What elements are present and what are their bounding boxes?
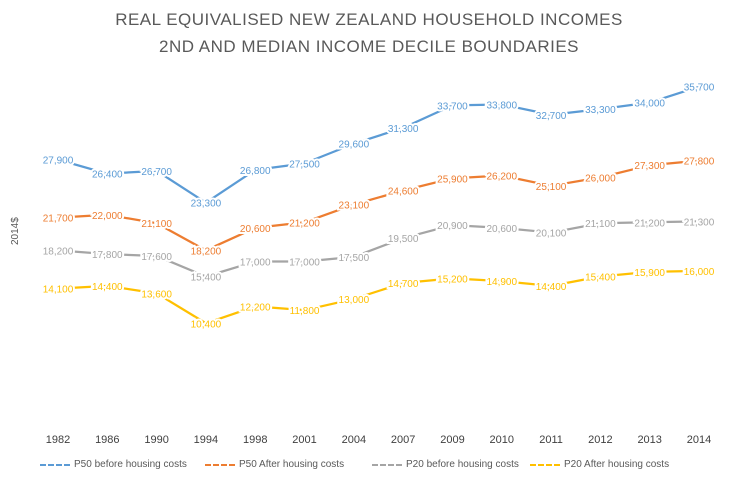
x-tick-label: 1990 xyxy=(144,434,168,446)
data-label: 17,600 xyxy=(141,252,172,263)
x-tick-label: 2013 xyxy=(637,434,661,446)
x-tick-label: 2011 xyxy=(539,434,563,446)
data-label: 18,200 xyxy=(43,246,74,257)
data-label: 21,300 xyxy=(684,217,715,228)
data-label: 23,300 xyxy=(191,199,222,210)
data-label: 17,800 xyxy=(92,250,123,261)
legend-item: P50 before housing costs xyxy=(40,459,187,470)
data-label: 10,400 xyxy=(191,319,222,330)
data-label: 21,700 xyxy=(43,214,74,225)
data-label: 15,400 xyxy=(585,273,616,284)
data-label: 12,200 xyxy=(240,302,271,313)
legend-swatch xyxy=(40,464,70,466)
data-label: 14,100 xyxy=(43,285,74,296)
legend-label: P50 After housing costs xyxy=(239,459,344,470)
data-label: 19,500 xyxy=(388,234,419,245)
data-label: 27,800 xyxy=(684,157,715,168)
legend-item: P50 After housing costs xyxy=(205,459,344,470)
data-label: 25,900 xyxy=(437,174,468,185)
x-tick-label: 2007 xyxy=(391,434,415,446)
data-label: 14,400 xyxy=(92,282,123,293)
x-tick-label: 2009 xyxy=(440,434,464,446)
data-label: 15,400 xyxy=(191,273,222,284)
data-label: 26,800 xyxy=(240,166,271,177)
x-tick-label: 2004 xyxy=(342,434,366,446)
data-label: 15,200 xyxy=(437,274,468,285)
data-label: 21,200 xyxy=(634,218,665,229)
data-label: 17,000 xyxy=(240,258,271,269)
legend-label: P20 After housing costs xyxy=(564,459,669,470)
data-label: 21,200 xyxy=(289,218,320,229)
data-label: 26,200 xyxy=(486,172,517,183)
data-label: 26,400 xyxy=(92,170,123,181)
data-label: 11,800 xyxy=(290,306,320,317)
data-label: 24,600 xyxy=(388,186,419,197)
data-label: 21,100 xyxy=(141,219,172,230)
data-label: 17,000 xyxy=(289,258,320,269)
data-label: 31,300 xyxy=(388,124,419,135)
data-label: 25,100 xyxy=(536,182,567,193)
data-label: 27,300 xyxy=(634,161,665,172)
x-tick-label: 1986 xyxy=(95,434,119,446)
legend-label: P50 before housing costs xyxy=(74,459,187,470)
data-label: 14,700 xyxy=(388,279,419,290)
data-label: 13,000 xyxy=(339,295,370,306)
data-label: 20,600 xyxy=(486,224,517,235)
x-tick-label: 1998 xyxy=(243,434,267,446)
x-tick-label: 2010 xyxy=(490,434,514,446)
data-label: 17,500 xyxy=(339,253,370,264)
x-tick-label: 2001 xyxy=(292,434,316,446)
data-label: 14,900 xyxy=(486,277,517,288)
data-label: 26,700 xyxy=(141,167,172,178)
data-label: 34,000 xyxy=(634,99,665,110)
x-tick-label: 1982 xyxy=(46,434,70,446)
data-label: 32,700 xyxy=(536,111,567,122)
data-label: 20,600 xyxy=(240,224,271,235)
data-label: 23,100 xyxy=(339,201,370,212)
data-label: 14,400 xyxy=(536,282,567,293)
data-label: 16,000 xyxy=(684,267,715,278)
data-label: 35,700 xyxy=(684,83,715,94)
legend-item: P20 After housing costs xyxy=(530,459,669,470)
data-label: 22,000 xyxy=(92,211,123,222)
data-label: 33,700 xyxy=(437,101,468,112)
data-label: 21,100 xyxy=(585,219,616,230)
series-line-1 xyxy=(58,87,699,203)
x-tick-label: 1994 xyxy=(194,434,218,446)
x-tick-label: 2012 xyxy=(588,434,612,446)
data-label: 20,900 xyxy=(437,221,468,232)
legend: P50 before housing costs P50 After housin… xyxy=(0,459,738,475)
legend-swatch xyxy=(530,464,560,466)
data-label: 27,500 xyxy=(289,159,320,170)
data-label: 13,600 xyxy=(141,289,172,300)
data-label: 33,300 xyxy=(585,105,616,116)
data-label: 18,200 xyxy=(191,246,222,257)
legend-item: P20 before housing costs xyxy=(372,459,519,470)
legend-label: P20 before housing costs xyxy=(406,459,519,470)
chart-area: REAL EQUIVALISED NEW ZEALAND HOUSEHOLD I… xyxy=(0,0,738,487)
data-label: 15,900 xyxy=(634,268,665,279)
data-label: 20,100 xyxy=(536,229,567,240)
data-label: 33,800 xyxy=(486,100,517,111)
data-label: 26,000 xyxy=(585,173,616,184)
x-tick-label: 2014 xyxy=(687,434,711,446)
line-chart: 1982 1986 1990 1994 1998 2001 2004 2007 2009 2010… xyxy=(0,0,738,487)
legend-swatch xyxy=(372,464,402,466)
data-label: 27,900 xyxy=(43,156,74,167)
legend-swatch xyxy=(205,464,235,466)
data-label: 29,600 xyxy=(339,140,370,151)
